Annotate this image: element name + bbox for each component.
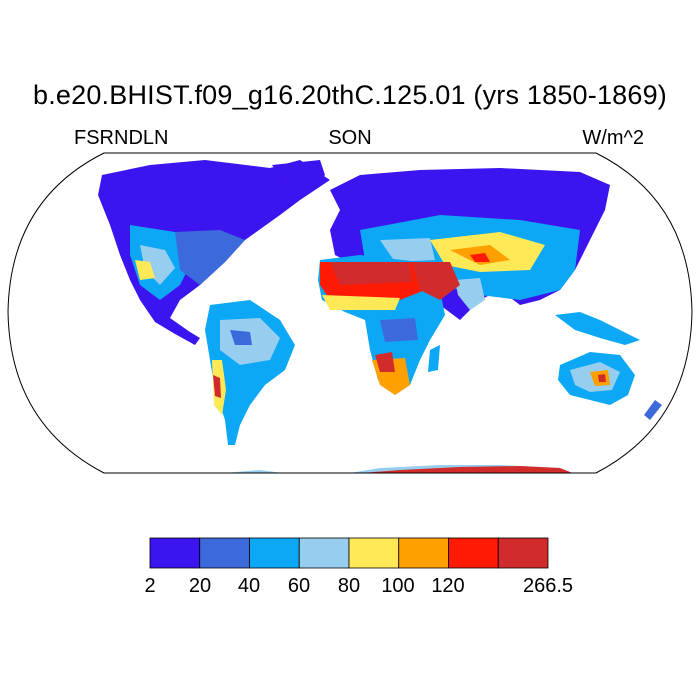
colorbar-tick-label: 20	[188, 575, 212, 597]
colorbar	[149, 537, 549, 569]
colorbar-tick-label: 100	[381, 575, 415, 597]
colorbar-swatch	[497, 537, 549, 569]
colorbar-swatch	[249, 537, 300, 569]
new-zealand	[644, 400, 662, 420]
land-fill	[98, 160, 662, 473]
colorbar-swatch	[149, 537, 201, 569]
plot-title: b.e20.BHIST.f09_g16.20thC.125.01 (yrs 18…	[32, 80, 667, 110]
colorbar-swatch	[348, 537, 400, 569]
units-label: W/m^2	[582, 127, 644, 149]
colorbar-tick-label: 266.5	[522, 575, 574, 597]
colorbar-swatch	[398, 537, 449, 569]
indonesia	[555, 312, 640, 345]
variable-name: FSRNDLN	[74, 127, 169, 149]
colorbar-tick-label: 60	[287, 575, 311, 597]
madagascar	[428, 345, 440, 372]
colorbar-swatch	[448, 537, 499, 569]
colorbar-tick-label: 80	[337, 575, 361, 597]
season-label: SON	[328, 127, 372, 149]
map-outline	[7, 152, 693, 474]
colorbar-tick-label: 120	[431, 575, 465, 597]
colorbar-swatch	[298, 537, 350, 569]
colorbar-tick-label: 40	[237, 575, 261, 597]
colorbar-swatch	[199, 537, 250, 569]
greenland	[272, 160, 325, 195]
colorbar-tick-label: 2	[144, 575, 156, 597]
